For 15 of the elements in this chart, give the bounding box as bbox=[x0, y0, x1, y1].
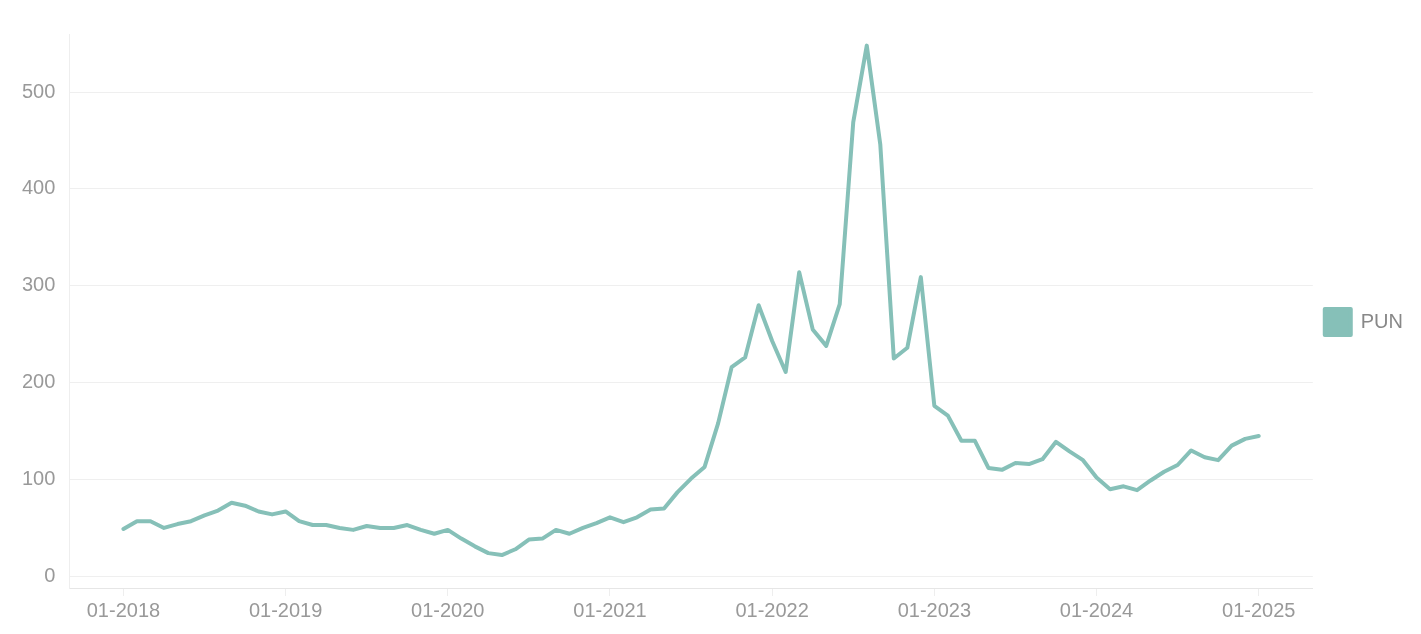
x-tick-label: 01-2025 bbox=[1222, 598, 1296, 621]
x-tick-label: 01-2019 bbox=[248, 598, 323, 621]
y-tick-label: 0 bbox=[44, 563, 56, 586]
x-tick-label: 01-2024 bbox=[1059, 598, 1134, 621]
x-tick-label: 01-2018 bbox=[86, 598, 161, 621]
x-tick-label: 01-2021 bbox=[573, 598, 647, 621]
y-tick-label: 200 bbox=[21, 370, 56, 393]
x-tick-label: 01-2022 bbox=[735, 598, 809, 621]
y-tick-label: 500 bbox=[21, 79, 56, 102]
legend-label: PUN bbox=[1360, 309, 1404, 332]
x-tick-label: 01-2023 bbox=[897, 598, 972, 621]
y-tick-label: 400 bbox=[21, 176, 56, 199]
x-tick-label: 01-2020 bbox=[411, 598, 485, 621]
y-tick-label: 100 bbox=[21, 467, 56, 490]
y-tick-label: 300 bbox=[21, 273, 56, 296]
